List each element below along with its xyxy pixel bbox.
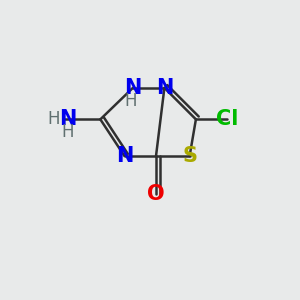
Text: H: H (61, 123, 74, 141)
Text: N: N (156, 78, 173, 98)
Text: N: N (59, 109, 76, 129)
Text: O: O (147, 184, 165, 204)
Text: Cl: Cl (216, 109, 238, 129)
Text: N: N (116, 146, 133, 166)
Text: S: S (182, 146, 197, 166)
Text: H: H (124, 92, 137, 110)
Text: H: H (47, 110, 60, 128)
Text: N: N (124, 78, 142, 98)
